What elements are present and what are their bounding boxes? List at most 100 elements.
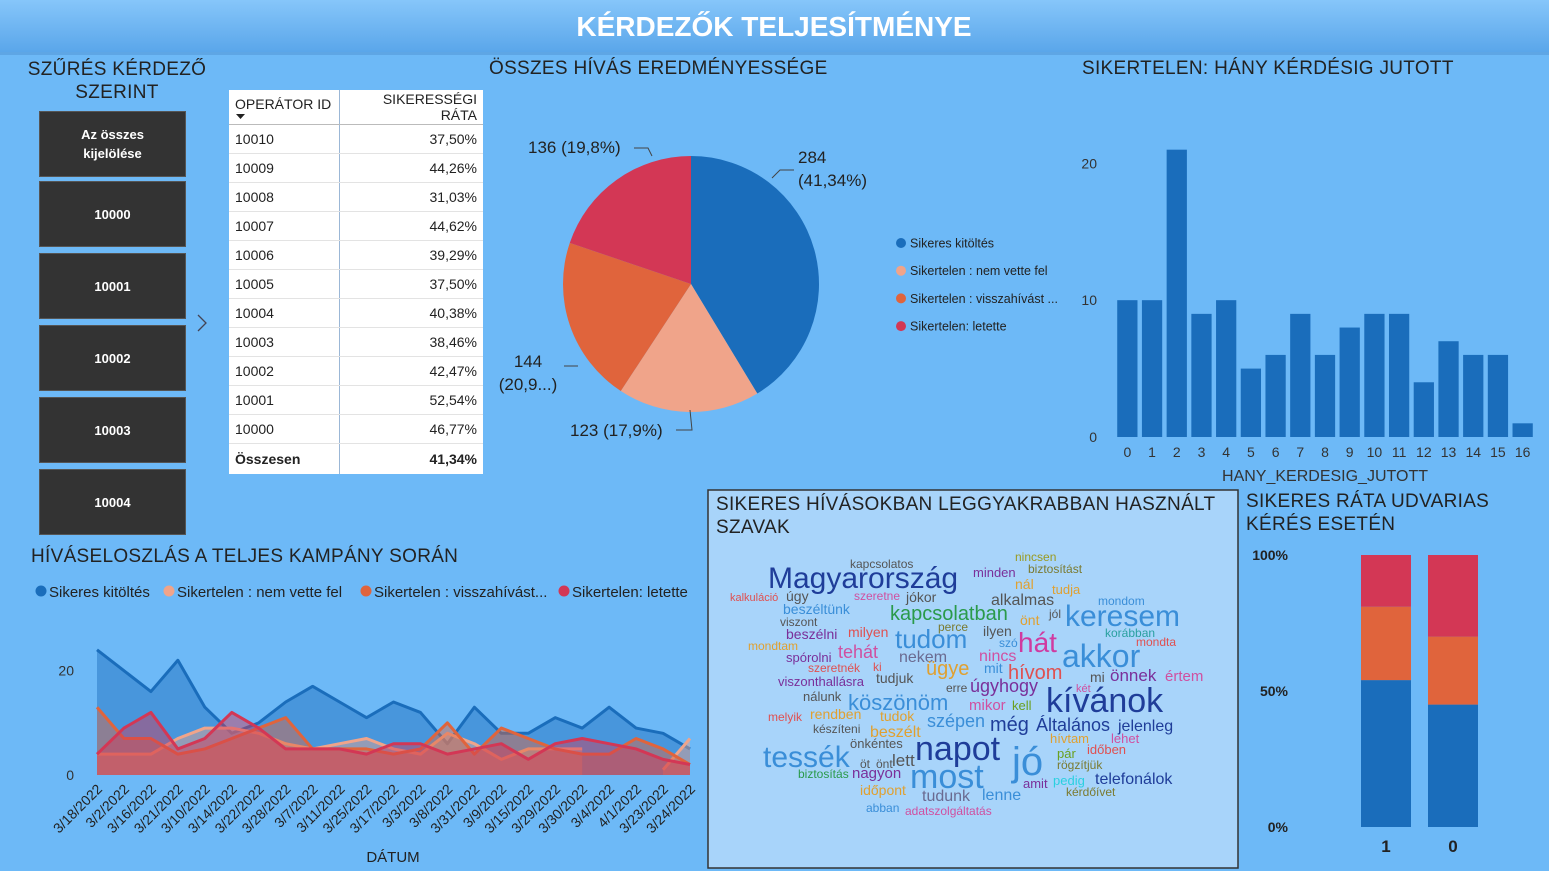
cloud-word: jelenleg bbox=[1117, 718, 1173, 735]
cloud-word: lehet bbox=[1111, 731, 1140, 746]
table-row: 10007 44,62% bbox=[229, 212, 483, 241]
cell: 38,46% bbox=[339, 328, 483, 356]
bar bbox=[1438, 341, 1459, 437]
cloud-word: kívánok bbox=[1046, 682, 1164, 720]
bar-segment bbox=[1361, 555, 1411, 607]
slicer-button[interactable]: 10001 bbox=[39, 253, 186, 319]
cloud-word: tudjuk bbox=[876, 670, 914, 686]
cloud-word: adatszolgáltatás bbox=[905, 804, 992, 818]
bar bbox=[1388, 313, 1410, 437]
cloud-word: hívtam bbox=[1050, 731, 1089, 746]
cloud-word: nekem bbox=[899, 649, 947, 666]
cloud-word: Általános bbox=[1036, 715, 1110, 735]
table-row: 10009 44,26% bbox=[229, 154, 483, 183]
cloud-word: tessék bbox=[763, 741, 851, 774]
cloud-word: telefonálok bbox=[1095, 771, 1173, 788]
cloud-word: ilyen bbox=[983, 623, 1012, 639]
cloud-word: beszéltünk bbox=[783, 601, 851, 617]
legend-label: Sikertelen: letette bbox=[910, 320, 1007, 334]
legend-swatch bbox=[896, 293, 906, 304]
cell: 10001 bbox=[235, 392, 274, 408]
header-band bbox=[0, 0, 1549, 52]
cloud-word: hívom bbox=[1008, 662, 1062, 684]
cloud-word: tehát bbox=[838, 642, 878, 662]
cloud-word: kapcsolatban bbox=[890, 603, 1008, 625]
cloud-word: még bbox=[990, 714, 1029, 736]
slicer-button[interactable]: 10000 bbox=[39, 181, 186, 247]
cloud-word: önt bbox=[1020, 612, 1040, 628]
cloud-word: jól bbox=[1048, 607, 1061, 621]
cloud-word: rögzítjük bbox=[1057, 758, 1103, 772]
x-tick-label: 13 bbox=[1441, 444, 1457, 460]
slicer-button[interactable]: Az összes kijelölése bbox=[39, 111, 186, 177]
cloud-word: tudok bbox=[880, 708, 915, 724]
bar bbox=[1117, 300, 1138, 437]
cell: 41,34% bbox=[339, 444, 483, 474]
cloud-word: erre bbox=[946, 681, 968, 695]
cloud-word: perce bbox=[938, 620, 968, 634]
cloud-word: akkor bbox=[1062, 638, 1141, 674]
x-axis-label: HANY_KERDESIG_JUTOTT bbox=[1222, 468, 1428, 485]
cloud-word: mi bbox=[1090, 669, 1105, 685]
table-row: 10001 52,54% bbox=[229, 386, 483, 415]
cloud-word: időben bbox=[1087, 742, 1126, 757]
slicer-button[interactable]: 10004 bbox=[39, 469, 186, 535]
cell: 44,62% bbox=[339, 212, 483, 240]
table-row: 10000 46,77% bbox=[229, 415, 483, 444]
cloud-word: amit bbox=[1023, 776, 1048, 791]
cloud-word: lett bbox=[892, 751, 915, 770]
header-shadow bbox=[0, 52, 1549, 55]
bar-segment bbox=[1428, 636, 1478, 705]
cloud-word: jó bbox=[1011, 740, 1043, 784]
pie-title: ÖSSZES HÍVÁS EREDMÉNYESSÉGE bbox=[489, 58, 828, 79]
slicer-button[interactable]: 10002 bbox=[39, 325, 186, 391]
table-header: OPERÁTOR ID SIKERESSÉGI RÁTA bbox=[229, 90, 483, 125]
cloud-word: önt bbox=[876, 757, 893, 771]
y-tick-label: 0 bbox=[66, 767, 74, 783]
wordcloud-title: SIKERES HÍVÁSOKBAN LEGGYAKRABBAN HASZNÁL… bbox=[716, 494, 1216, 538]
cloud-word: szó bbox=[999, 636, 1018, 650]
table-row: 10002 42,47% bbox=[229, 357, 483, 386]
table-row: 10008 31,03% bbox=[229, 183, 483, 212]
table-row: 10006 39,29% bbox=[229, 241, 483, 270]
x-tick-label: 10 bbox=[1367, 444, 1383, 460]
cell: 10010 bbox=[235, 131, 274, 147]
bar bbox=[1487, 354, 1509, 437]
bar bbox=[1216, 300, 1237, 437]
cloud-word: Magyarország bbox=[768, 562, 958, 595]
cloud-word: korábban bbox=[1105, 626, 1155, 640]
bar-segment bbox=[1428, 704, 1478, 827]
bar bbox=[1463, 354, 1484, 437]
legend-label: Sikertelen: letette bbox=[572, 584, 688, 601]
cloud-word: pedig bbox=[1053, 773, 1085, 788]
cell: 10000 bbox=[235, 421, 274, 437]
total-row: Összesen 41,34% bbox=[229, 444, 483, 474]
cloud-word: szépen bbox=[927, 711, 985, 731]
pie-label: 136 (19,8%) bbox=[528, 138, 621, 157]
cell: 10002 bbox=[235, 363, 274, 379]
cloud-word: milyen bbox=[848, 624, 888, 640]
cloud-word: készíteni bbox=[813, 722, 860, 736]
stacked-title: SIKERES RÁTA UDVARIAS KÉRÉS ESETÉN bbox=[1246, 491, 1490, 535]
cloud-word: két bbox=[1076, 683, 1091, 695]
series-line bbox=[96, 648, 691, 751]
cell: 10003 bbox=[235, 334, 274, 350]
cell: 39,29% bbox=[339, 241, 483, 269]
bar bbox=[1314, 354, 1336, 437]
cloud-word: kell bbox=[1012, 698, 1032, 713]
cloud-word: nagyon bbox=[852, 765, 901, 782]
cloud-word: viszont bbox=[780, 615, 818, 629]
cell: 37,50% bbox=[339, 125, 483, 153]
series-line bbox=[95, 706, 691, 766]
cloud-word: abban bbox=[866, 801, 899, 815]
leader-line bbox=[771, 169, 794, 179]
cloud-word: most bbox=[910, 758, 984, 796]
cloud-word: időpont bbox=[860, 782, 906, 798]
cloud-word: nálunk bbox=[803, 689, 842, 704]
bar-segment bbox=[1361, 680, 1411, 827]
cloud-word: szeretne bbox=[854, 589, 900, 603]
table-row: 10003 38,46% bbox=[229, 328, 483, 357]
cloud-word: alkalmas bbox=[991, 592, 1054, 609]
slicer-button[interactable]: 10003 bbox=[39, 397, 186, 463]
